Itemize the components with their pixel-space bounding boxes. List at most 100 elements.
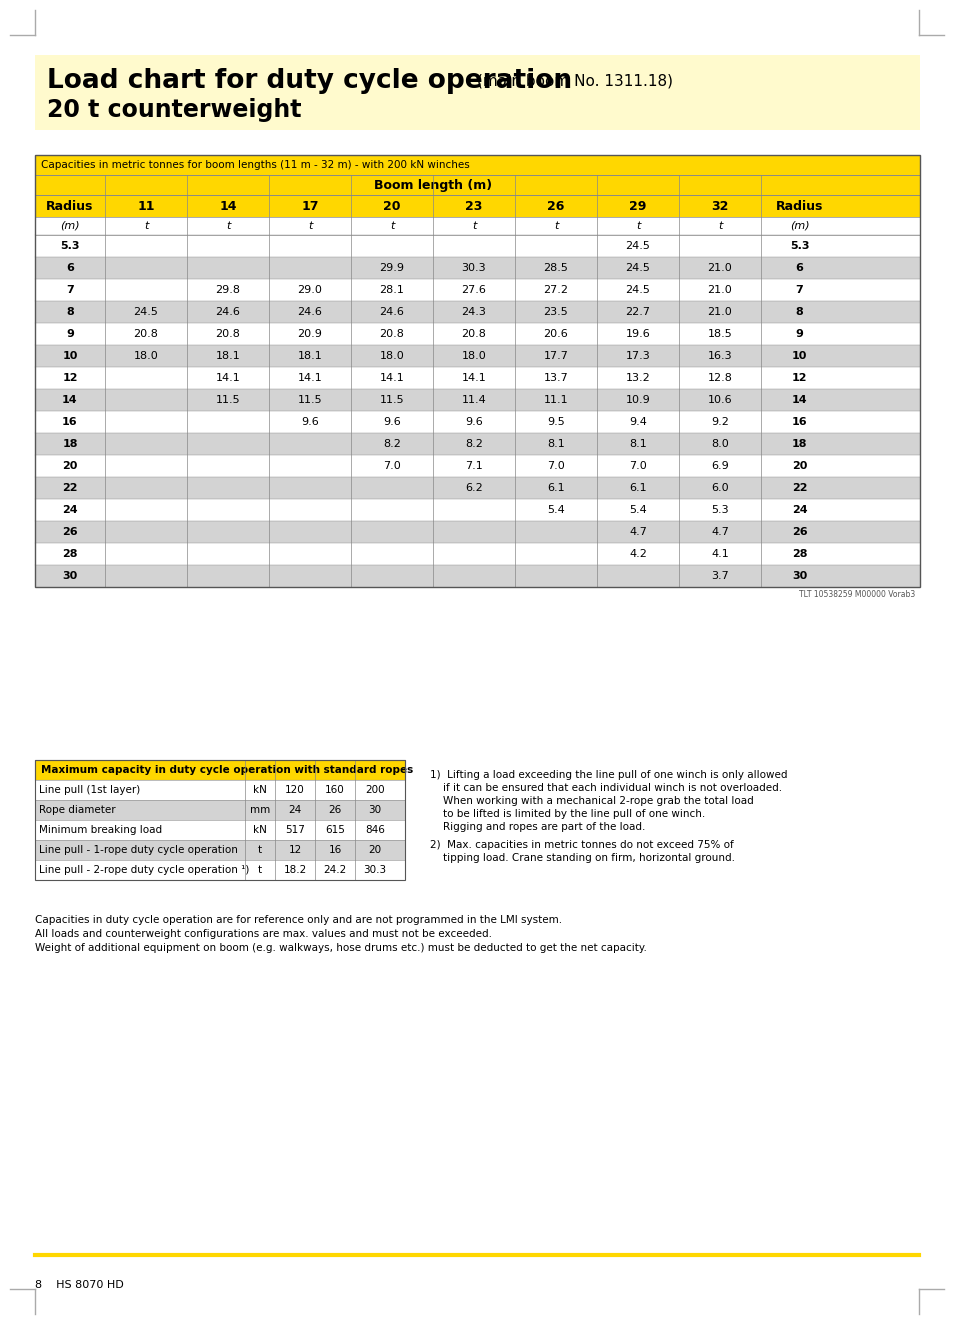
Bar xyxy=(35,234,919,257)
Text: 12: 12 xyxy=(62,373,77,383)
Bar xyxy=(35,780,405,800)
Bar xyxy=(35,367,919,389)
Text: Boom length (m): Boom length (m) xyxy=(374,179,492,192)
Bar xyxy=(35,760,405,880)
Text: 7: 7 xyxy=(795,285,802,295)
Text: 27.6: 27.6 xyxy=(461,285,486,295)
Text: 18.2: 18.2 xyxy=(283,865,306,875)
Bar xyxy=(35,56,919,130)
Text: tipping load. Crane standing on firm, horizontal ground.: tipping load. Crane standing on firm, ho… xyxy=(430,853,734,863)
Text: 12: 12 xyxy=(288,845,301,855)
Bar xyxy=(35,499,919,522)
Text: 517: 517 xyxy=(285,825,305,835)
Text: 6.1: 6.1 xyxy=(629,483,646,493)
Text: Rope diameter: Rope diameter xyxy=(39,805,115,816)
Text: t: t xyxy=(472,221,476,230)
Text: kN: kN xyxy=(253,825,267,835)
Text: 24.5: 24.5 xyxy=(133,307,158,316)
Text: 11.5: 11.5 xyxy=(297,395,322,405)
Text: 6.0: 6.0 xyxy=(710,483,728,493)
Text: 120: 120 xyxy=(285,785,305,794)
Text: 10: 10 xyxy=(62,351,77,361)
Text: 20: 20 xyxy=(368,845,381,855)
Text: 615: 615 xyxy=(325,825,345,835)
Text: 16.3: 16.3 xyxy=(707,351,732,361)
Text: Line pull - 1-rope duty cycle operation: Line pull - 1-rope duty cycle operation xyxy=(39,845,237,855)
Text: 9.4: 9.4 xyxy=(628,417,646,428)
Bar xyxy=(35,257,919,279)
Text: t: t xyxy=(257,865,262,875)
Text: All loads and counterweight configurations are max. values and must not be excee: All loads and counterweight configuratio… xyxy=(35,929,492,939)
Text: 18.1: 18.1 xyxy=(215,351,240,361)
Text: 4.7: 4.7 xyxy=(628,527,646,538)
Text: 24.3: 24.3 xyxy=(461,307,486,316)
Bar xyxy=(35,477,919,499)
Text: 20 t counterweight: 20 t counterweight xyxy=(47,98,301,122)
Text: 160: 160 xyxy=(325,785,345,794)
Text: 200: 200 xyxy=(365,785,384,794)
Text: 26: 26 xyxy=(328,805,341,816)
Text: 9.6: 9.6 xyxy=(465,417,482,428)
Text: 20.9: 20.9 xyxy=(297,328,322,339)
Text: t: t xyxy=(717,221,721,230)
Text: 20.8: 20.8 xyxy=(461,328,486,339)
Bar xyxy=(35,543,919,565)
Text: 18: 18 xyxy=(791,440,806,449)
Text: 28.1: 28.1 xyxy=(379,285,404,295)
Text: 20.8: 20.8 xyxy=(133,328,158,339)
Text: 14: 14 xyxy=(219,200,236,212)
Text: 7.1: 7.1 xyxy=(465,461,482,471)
Text: 20.8: 20.8 xyxy=(379,328,404,339)
Text: 18: 18 xyxy=(62,440,77,449)
Bar xyxy=(35,839,405,861)
Text: 8.1: 8.1 xyxy=(547,440,564,449)
Text: 11: 11 xyxy=(137,200,154,212)
Text: 26: 26 xyxy=(791,527,806,538)
Bar xyxy=(35,346,919,367)
Text: 11.4: 11.4 xyxy=(461,395,486,405)
Text: 30: 30 xyxy=(791,571,806,581)
Text: 24.5: 24.5 xyxy=(625,263,650,273)
Bar xyxy=(35,175,919,195)
Bar xyxy=(35,861,405,880)
Text: 9.5: 9.5 xyxy=(547,417,564,428)
Text: 26: 26 xyxy=(62,527,78,538)
Text: 14: 14 xyxy=(791,395,806,405)
Text: 28.5: 28.5 xyxy=(543,263,568,273)
Text: 30: 30 xyxy=(62,571,77,581)
Text: 29: 29 xyxy=(629,200,646,212)
Text: 6: 6 xyxy=(795,263,802,273)
Text: Line pull (1st layer): Line pull (1st layer) xyxy=(39,785,140,794)
Text: 4.2: 4.2 xyxy=(628,549,646,559)
Text: 9: 9 xyxy=(66,328,74,339)
Text: 8: 8 xyxy=(795,307,802,316)
Text: 5.4: 5.4 xyxy=(547,504,564,515)
Text: 30: 30 xyxy=(368,805,381,816)
Bar xyxy=(35,522,919,543)
Text: 14.1: 14.1 xyxy=(461,373,486,383)
Text: 32: 32 xyxy=(711,200,728,212)
Text: (m): (m) xyxy=(60,221,80,230)
Text: Radius: Radius xyxy=(47,200,93,212)
Text: 20: 20 xyxy=(791,461,806,471)
Text: 12: 12 xyxy=(791,373,806,383)
Text: Load chart for duty cycle operation: Load chart for duty cycle operation xyxy=(47,68,572,94)
Text: 17: 17 xyxy=(301,200,318,212)
Text: 11.5: 11.5 xyxy=(379,395,404,405)
Text: 17.7: 17.7 xyxy=(543,351,568,361)
Text: 7.0: 7.0 xyxy=(383,461,400,471)
Text: 8.2: 8.2 xyxy=(464,440,482,449)
Text: 30.3: 30.3 xyxy=(363,865,386,875)
Text: 20: 20 xyxy=(383,200,400,212)
Text: 16: 16 xyxy=(328,845,341,855)
Text: t: t xyxy=(226,221,230,230)
Bar xyxy=(35,433,919,455)
Text: 18.1: 18.1 xyxy=(297,351,322,361)
Text: 14.1: 14.1 xyxy=(297,373,322,383)
Text: 10.9: 10.9 xyxy=(625,395,650,405)
Text: 24.5: 24.5 xyxy=(625,241,650,252)
Text: 21.0: 21.0 xyxy=(707,263,732,273)
Bar xyxy=(35,195,919,217)
Bar xyxy=(35,323,919,346)
Text: t: t xyxy=(554,221,558,230)
